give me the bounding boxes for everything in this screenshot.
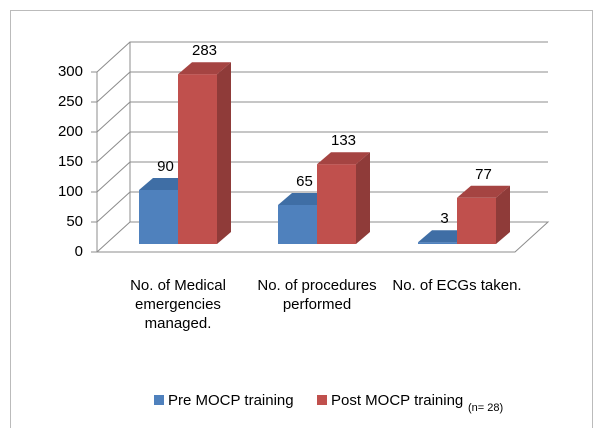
legend-swatch bbox=[317, 395, 327, 405]
y-tick-label: 200 bbox=[58, 123, 83, 140]
value-label: 65 bbox=[296, 173, 313, 190]
bar bbox=[278, 205, 317, 244]
y-tick-label: 50 bbox=[66, 213, 83, 230]
value-label: 77 bbox=[475, 166, 492, 183]
bar-top bbox=[317, 152, 370, 165]
legend-label: Post MOCP training bbox=[331, 392, 463, 409]
legend-swatch bbox=[154, 395, 164, 405]
bar bbox=[139, 190, 178, 244]
grid-line bbox=[96, 131, 548, 163]
bar-side bbox=[356, 152, 370, 244]
x-tick-label: No. of Medical emergencies managed. bbox=[130, 277, 226, 332]
y-tick-label: 150 bbox=[58, 153, 83, 170]
legend-label: Pre MOCP training bbox=[168, 392, 294, 409]
bar-top bbox=[178, 62, 231, 75]
value-label: 283 bbox=[192, 42, 217, 59]
y-tick-label: 0 bbox=[75, 243, 83, 260]
floor bbox=[96, 221, 550, 253]
value-label: 3 bbox=[440, 210, 448, 227]
value-label: 133 bbox=[331, 132, 356, 149]
grid-line bbox=[96, 161, 548, 193]
grid-line bbox=[96, 41, 548, 73]
bar bbox=[317, 164, 356, 244]
bar-side bbox=[496, 185, 510, 244]
x-tick-label: No. of procedures performed bbox=[257, 277, 377, 313]
value-label: 90 bbox=[157, 158, 174, 175]
bar bbox=[178, 74, 217, 244]
chart-border bbox=[10, 10, 593, 428]
bar bbox=[418, 242, 457, 244]
y-tick-label: 250 bbox=[58, 93, 83, 110]
x-tick-label: No. of ECGs taken. bbox=[392, 277, 522, 294]
grid-line bbox=[96, 101, 548, 133]
annotation: (n= 28) bbox=[468, 402, 503, 414]
bar-top bbox=[457, 185, 510, 198]
bar-side bbox=[217, 62, 231, 245]
y-tick-label: 300 bbox=[58, 63, 83, 80]
y-tick-label: 100 bbox=[58, 183, 83, 200]
grid-line bbox=[96, 71, 548, 103]
bar bbox=[457, 197, 496, 244]
grid-line bbox=[96, 191, 548, 223]
